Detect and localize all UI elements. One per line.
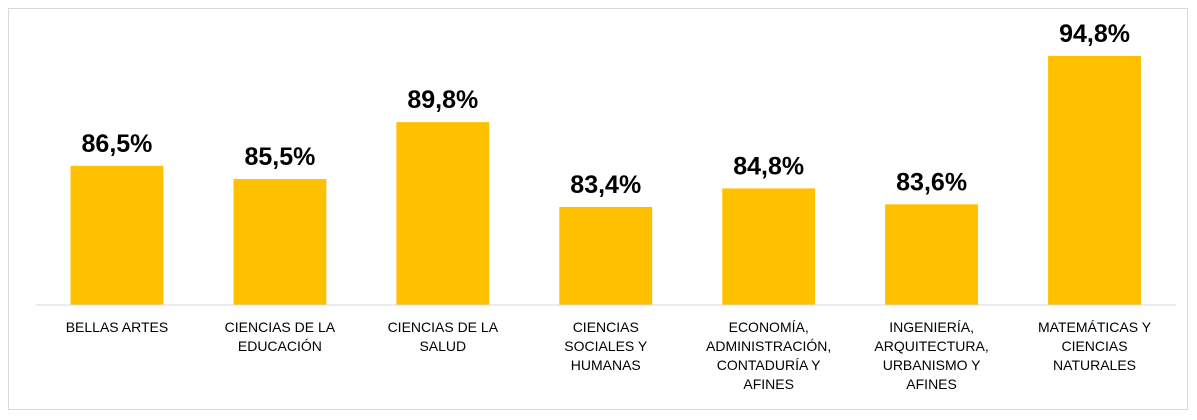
bar [1048,55,1141,306]
x-tick-label: CIENCIAS DE LA EDUCACIÓN [224,319,336,354]
value-label: 83,4% [570,171,641,199]
x-tick-label: INGENIERÍA, ARQUITECTURA, URBANISMO Y AF… [874,319,989,392]
value-label: 85,5% [244,143,315,171]
chart-frame [8,8,1188,410]
bar [885,204,979,305]
value-label: 89,8% [407,86,478,114]
bar [70,165,164,305]
bar [559,206,653,305]
x-tick-label: CIENCIAS DE LA SALUD [387,319,499,354]
x-tick-label: ECONOMÍA, ADMINISTRACIÓN, CONTADURÍA Y A… [706,319,832,392]
x-tick-label: BELLAS ARTES [65,319,169,335]
value-label: 84,8% [733,152,804,180]
bar [233,179,327,305]
x-tick-label: CIENCIAS SOCIALES Y HUMANAS [564,319,648,373]
value-label: 83,6% [896,168,967,196]
value-label: 86,5% [82,130,153,158]
x-tick-label: MATEMÁTICAS Y CIENCIAS NATURALES [1038,319,1152,373]
value-label: 94,8% [1059,20,1130,48]
bar [722,188,816,305]
bar [396,122,490,306]
